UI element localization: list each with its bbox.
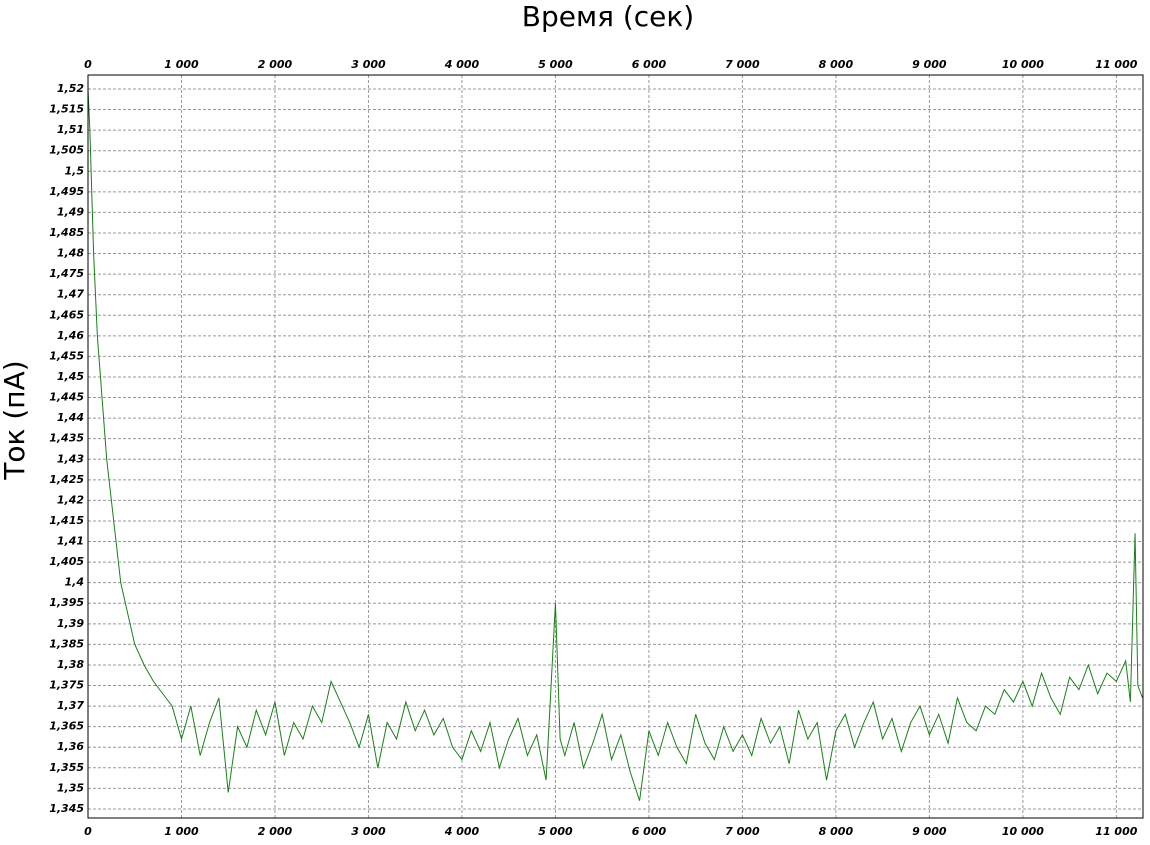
y-tick-label: 1,48 <box>57 247 84 260</box>
y-tick-label: 1,49 <box>57 205 84 218</box>
y-tick-label: 1,465 <box>49 308 84 321</box>
x-tick-label-top: 3 000 <box>351 58 386 71</box>
x-tick-label-bottom: 3 000 <box>351 825 386 838</box>
x-tick-label-bottom: 2 000 <box>258 825 293 838</box>
x-axis-label: Время (сек) <box>522 0 694 33</box>
x-tick-label-bottom: 8 000 <box>819 825 854 838</box>
data-line <box>87 88 1143 801</box>
x-tick-label-bottom: 1 000 <box>164 825 199 838</box>
y-tick-label: 1,41 <box>57 535 84 548</box>
x-tick-label-top: 0 <box>84 58 92 71</box>
grid <box>87 75 1143 818</box>
x-tick-label-top: 8 000 <box>819 58 854 71</box>
y-tick-label: 1,445 <box>49 391 84 404</box>
y-tick-label: 1,365 <box>49 720 84 733</box>
y-tick-label: 1,43 <box>57 452 84 465</box>
y-tick-label: 1,395 <box>49 596 84 609</box>
y-tick-label: 1,4 <box>65 576 85 589</box>
x-tick-label-bottom: 4 000 <box>444 825 480 838</box>
x-tick-label-bottom: 0 <box>84 825 92 838</box>
x-tick-label-top: 7 000 <box>725 58 760 71</box>
y-tick-label: 1,42 <box>57 493 84 506</box>
x-tick-label-top: 5 000 <box>538 58 573 71</box>
y-tick-label: 1,46 <box>57 329 84 342</box>
x-tick-label-bottom: 5 000 <box>538 825 573 838</box>
tick-labels: 1,345 1,35 1,355 1,36 1,365 1,37 1,375 1,38 1,38… <box>49 58 1138 838</box>
y-tick-label: 1,51 <box>57 123 84 136</box>
y-tick-label: 1,36 <box>57 740 84 753</box>
x-tick-label-bottom: 9 000 <box>912 825 947 838</box>
x-tick-label-bottom: 10 000 <box>1002 825 1044 838</box>
x-tick-label-top: 4 000 <box>444 58 480 71</box>
x-tick-label-top: 11 000 <box>1095 58 1137 71</box>
x-tick-label-top: 10 000 <box>1002 58 1044 71</box>
y-tick-label: 1,35 <box>57 781 84 794</box>
y-tick-label: 1,52 <box>57 82 84 95</box>
y-tick-label: 1,415 <box>49 514 84 527</box>
x-tick-label-bottom: 7 000 <box>725 825 760 838</box>
plot-frame <box>87 74 1144 819</box>
y-tick-label: 1,505 <box>49 144 84 157</box>
y-tick-label: 1,405 <box>49 555 84 568</box>
y-tick-label: 1,5 <box>65 164 85 177</box>
y-tick-label: 1,47 <box>57 288 84 301</box>
y-tick-label: 1,495 <box>49 185 84 198</box>
y-tick-label: 1,455 <box>49 349 84 362</box>
y-tick-label: 1,355 <box>49 761 84 774</box>
y-tick-label: 1,45 <box>57 370 84 383</box>
plot <box>87 88 1143 801</box>
y-tick-label: 1,515 <box>49 103 84 116</box>
y-tick-label: 1,375 <box>49 679 84 692</box>
y-axis-label: Ток (пА) <box>0 360 31 480</box>
y-tick-label: 1,44 <box>57 411 84 424</box>
y-tick-label: 1,485 <box>49 226 84 239</box>
x-tick-label-top: 9 000 <box>912 58 947 71</box>
y-tick-label: 1,385 <box>49 637 84 650</box>
x-tick-label-bottom: 11 000 <box>1095 825 1137 838</box>
x-tick-label-top: 1 000 <box>164 58 199 71</box>
y-tick-label: 1,38 <box>57 658 84 671</box>
x-tick-label-top: 6 000 <box>632 58 667 71</box>
x-tick-label-top: 2 000 <box>258 58 293 71</box>
y-tick-label: 1,425 <box>49 473 84 486</box>
y-tick-label: 1,39 <box>57 617 84 630</box>
y-tick-label: 1,37 <box>57 699 84 712</box>
x-tick-label-bottom: 6 000 <box>632 825 667 838</box>
y-tick-label: 1,475 <box>49 267 84 280</box>
y-tick-label: 1,435 <box>49 432 84 445</box>
y-tick-label: 1,345 <box>49 802 84 815</box>
